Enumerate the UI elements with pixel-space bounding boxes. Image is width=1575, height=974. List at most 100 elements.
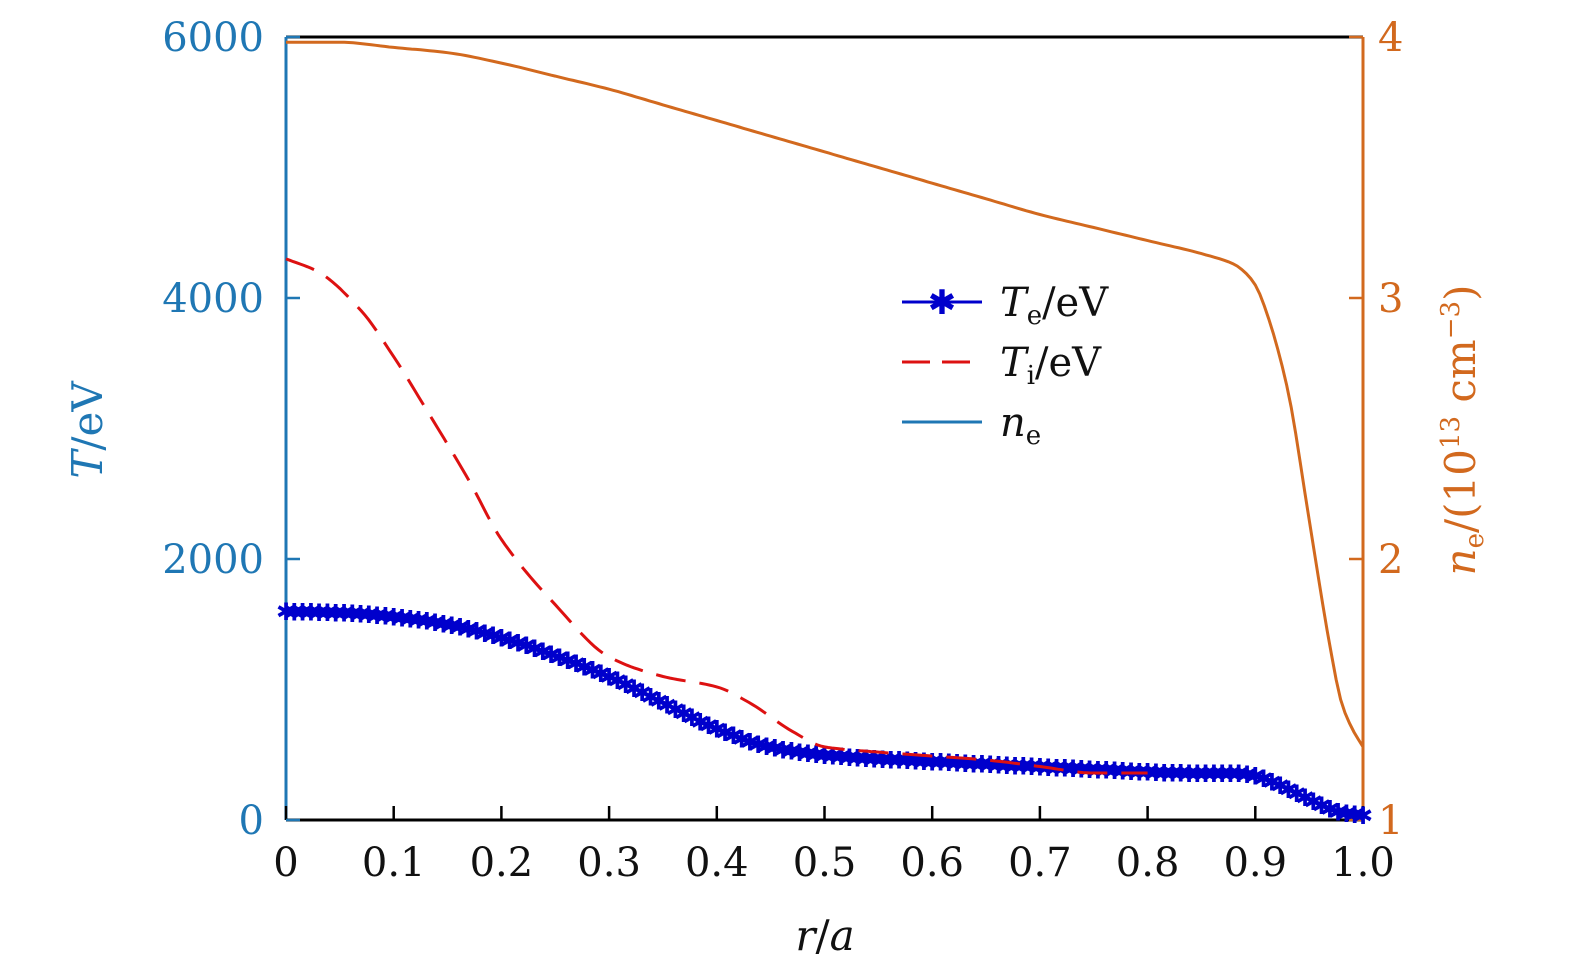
- te-data-point: ✱: [342, 600, 362, 628]
- te-data-point: ✱: [798, 740, 818, 768]
- te-data-point: ✱: [359, 601, 379, 629]
- te-data-point: ✱: [980, 751, 1000, 779]
- te-data-point: ✱: [930, 749, 950, 777]
- x-ticks: 0 0.1 0.2 0.3 0.4 0.5 0.6 0.7 0.8 0.9 1.0: [273, 806, 1395, 886]
- te-data-point: ✱: [516, 632, 536, 660]
- x-tick-label: 0.8: [1116, 840, 1180, 886]
- te-data-point: ✱: [624, 675, 644, 703]
- legend-te-marker: ✱: [928, 283, 957, 323]
- te-data-point: ✱: [1278, 776, 1298, 804]
- te-data-point: ✱: [442, 612, 462, 640]
- te-data-point: ✱: [425, 609, 445, 637]
- te-data-point: ✱: [508, 629, 528, 657]
- x-tick-label: 0.6: [900, 840, 964, 886]
- te-data-point: ✱: [483, 622, 503, 650]
- te-data-point: ✱: [541, 641, 561, 669]
- te-data-point: ✱: [997, 752, 1017, 780]
- y-right-tick-label: 3: [1378, 276, 1403, 322]
- te-data-point: ✱: [698, 712, 718, 740]
- te-data-point: ✱: [657, 692, 677, 720]
- te-data-point: ✱: [732, 725, 752, 753]
- te-data-point: ✱: [574, 653, 594, 681]
- te-data-point: ✱: [400, 605, 420, 633]
- y-right-tick-label: 4: [1378, 15, 1403, 61]
- te-data-point: ✱: [1328, 798, 1348, 826]
- te-data-point: ✱: [549, 644, 569, 672]
- series-ti-ev-line: [285, 257, 1148, 775]
- te-data-point: ✱: [1287, 780, 1307, 808]
- te-data-point: ✱: [690, 708, 710, 736]
- te-data-point: ✱: [293, 599, 313, 627]
- y-ticks-right: 1 2 3 4: [1349, 15, 1403, 844]
- te-data-point: ✱: [582, 657, 602, 685]
- te-data-point: ✱: [591, 660, 611, 688]
- series-ne-line: [286, 40, 1365, 748]
- te-data-point: ✱: [806, 741, 826, 769]
- te-data-point: ✱: [773, 736, 793, 764]
- x-axis-label: r/a: [795, 911, 854, 960]
- te-data-point: ✱: [988, 752, 1008, 780]
- x-tick-label: 0.2: [470, 840, 534, 886]
- te-data-point: ✱: [309, 599, 329, 627]
- te-data-point: ✱: [1295, 784, 1315, 812]
- te-data-point: ✱: [756, 733, 776, 761]
- te-data-point: ✱: [1204, 760, 1224, 788]
- te-data-point: ✱: [1270, 772, 1290, 800]
- x-tick-label: 0: [273, 840, 298, 886]
- te-data-point: ✱: [632, 679, 652, 707]
- te-data-point: ✱: [1022, 753, 1042, 781]
- legend-item-ti: Ti/eV: [902, 340, 1102, 391]
- te-data-point: ✱: [367, 602, 387, 630]
- y-right-tick-label: 2: [1378, 537, 1403, 583]
- te-data-point: ✱: [1154, 759, 1174, 787]
- te-data-point: ✱: [1320, 796, 1340, 824]
- y-ticks-left: 0 2000 4000 6000: [162, 15, 300, 844]
- y-right-tick-label: 1: [1378, 798, 1403, 844]
- te-data-point: ✱: [1104, 757, 1124, 785]
- te-data-point: ✱: [607, 667, 627, 695]
- te-data-point: ✱: [334, 600, 354, 628]
- te-data-point: ✱: [466, 618, 486, 646]
- te-data-point: ✱: [1303, 788, 1323, 816]
- y-left-tick-label: 4000: [162, 276, 264, 322]
- te-data-point: ✱: [326, 599, 346, 627]
- legend-item-te: ✱ Te/eV: [902, 280, 1109, 331]
- te-data-point: ✱: [1096, 757, 1116, 785]
- te-data-point: ✱: [1055, 755, 1075, 783]
- x-tick-label: 0.5: [793, 840, 857, 886]
- te-data-point: ✱: [1013, 753, 1033, 781]
- te-data-point: ✱: [674, 700, 694, 728]
- te-data-point: ✱: [649, 688, 669, 716]
- te-data-point: ✱: [765, 735, 785, 763]
- x-tick-label: 1.0: [1331, 840, 1395, 886]
- te-data-point: ✱: [1345, 801, 1365, 829]
- te-data-point: ✱: [301, 599, 321, 627]
- te-data-point: ✱: [475, 620, 495, 648]
- te-data-point: ✱: [1262, 768, 1282, 796]
- x-tick-label: 0.3: [577, 840, 641, 886]
- te-data-point: ✱: [1353, 802, 1373, 830]
- te-data-point: ✱: [1187, 760, 1207, 788]
- legend-ti-label: Ti/eV: [1000, 340, 1102, 391]
- te-data-point: ✱: [781, 738, 801, 766]
- te-data-point: ✱: [392, 604, 412, 632]
- te-data-point: ✱: [665, 696, 685, 724]
- y-left-tick-label: 6000: [162, 15, 264, 61]
- te-data-point: ✱: [682, 704, 702, 732]
- te-data-point: ✱: [1088, 756, 1108, 784]
- te-data-point: ✱: [558, 647, 578, 675]
- x-tick-label: 0.9: [1223, 840, 1287, 886]
- te-data-point: ✱: [1220, 760, 1240, 788]
- te-data-point: ✱: [384, 603, 404, 631]
- te-data-point: ✱: [1254, 765, 1274, 793]
- te-data-point: ✱: [1245, 763, 1265, 791]
- legend: ✱ Te/eV Ti/eV ne: [902, 280, 1109, 451]
- te-data-point: ✱: [375, 603, 395, 631]
- te-data-point: ✱: [748, 731, 768, 759]
- te-data-point: ✱: [707, 716, 727, 744]
- legend-ne-label: ne: [1000, 400, 1041, 451]
- te-data-point: ✱: [433, 611, 453, 639]
- te-data-point: ✱: [790, 739, 810, 767]
- te-data-point: ✱: [1196, 760, 1216, 788]
- te-data-point: ✱: [1080, 756, 1100, 784]
